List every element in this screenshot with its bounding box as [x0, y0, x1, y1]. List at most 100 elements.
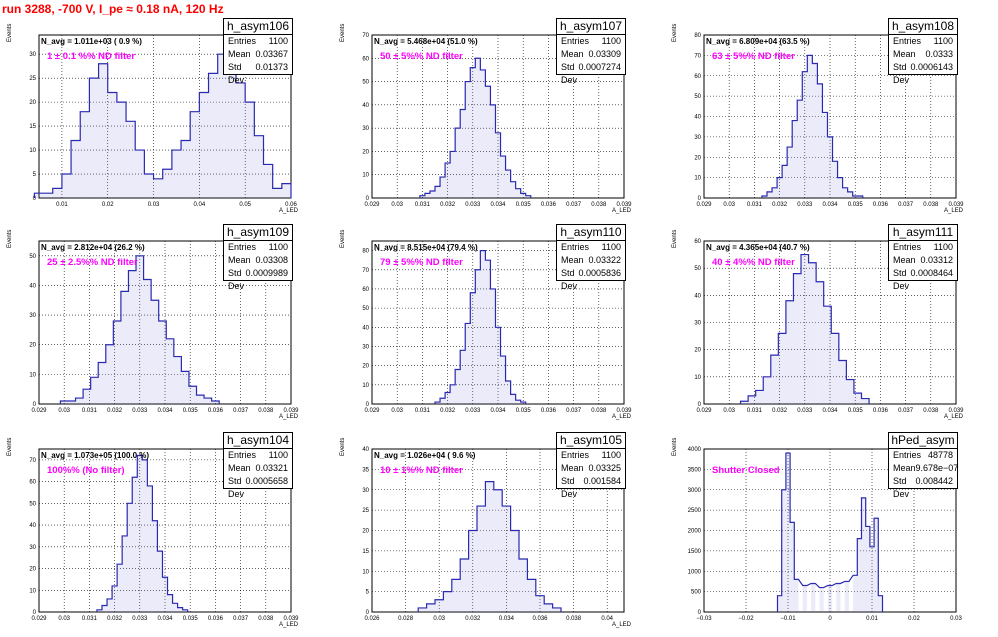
y-tick-label: 1500	[688, 549, 702, 555]
y-tick-label: 40	[29, 523, 36, 529]
y-tick-label: 30	[29, 52, 36, 58]
histogram-outline	[33, 53, 292, 198]
histogram-outline	[417, 481, 562, 612]
x-tick-label: 0.033	[132, 616, 148, 622]
histogram-bin	[107, 598, 113, 612]
histogram-bin	[874, 518, 879, 612]
stats-label: Entries	[561, 450, 590, 460]
y-tick-label: 30	[362, 344, 369, 350]
histogram-bin	[857, 538, 862, 612]
histogram-bin	[510, 530, 519, 612]
x-axis-label: A_LED	[612, 414, 632, 420]
x-tick-label: 0.03	[723, 202, 735, 208]
x-tick-label: 0.035	[848, 202, 864, 208]
histogram-outline	[776, 452, 884, 612]
y-tick-label: 60	[362, 56, 369, 62]
histogram-bin	[807, 55, 813, 198]
stats-row-stddev: Std Dev 0.01373	[224, 61, 292, 85]
stats-label: Std Dev	[561, 268, 578, 291]
y-tick-label: 80	[694, 33, 701, 39]
stats-box: h_asym111 Entries 1100 Mean 0.03312 Std Dev 0.…	[888, 224, 958, 291]
y-tick-label: 20	[29, 343, 36, 349]
histogram-bin	[748, 395, 756, 404]
stats-value: 1100	[268, 36, 288, 46]
histogram-bin	[515, 188, 521, 198]
histogram-bin	[128, 270, 137, 404]
y-tick-label: 70	[362, 268, 369, 274]
x-tick-label: 0.033	[797, 202, 813, 208]
x-tick-label: 0.01	[866, 616, 878, 622]
stats-value: 1100	[601, 450, 621, 460]
histogram-bin	[785, 300, 794, 404]
stats-label: Entries	[228, 36, 257, 46]
histogram-bin	[116, 102, 127, 198]
histogram-bin	[485, 86, 491, 198]
x-tick-label: 0.032	[107, 616, 123, 622]
y-tick-label: 20	[29, 567, 36, 573]
histogram-bin	[822, 112, 828, 198]
x-tick-label: 0.04	[194, 202, 206, 208]
y-tick-label: 40	[694, 115, 701, 121]
histogram-bin	[226, 63, 237, 198]
histogram-plot: 0.029 0.03 0.031 0.032 0.033 0.034 0.035 0.036 0…	[694, 33, 964, 208]
histogram-bin	[502, 506, 511, 612]
stats-label: Entries	[893, 36, 922, 46]
histogram-bin	[166, 338, 174, 404]
stats-label: Mean	[228, 255, 251, 265]
y-tick-label: 20	[362, 149, 369, 155]
x-tick-label: 0.034	[499, 616, 515, 622]
stats-label: Mean	[228, 463, 251, 473]
page-title: run 3288, -700 V, I_pe ≈ 0.18 nA, 120 Hz	[2, 2, 224, 16]
stats-label: Entries	[893, 242, 922, 252]
histogram-bin	[162, 169, 172, 198]
histogram-bin	[785, 453, 791, 612]
histogram-bin	[43, 193, 53, 198]
stats-label: Mean	[561, 49, 584, 59]
stats-box: h_asym104 Entries 1100 Mean 0.03321 Std Dev 0.…	[223, 432, 293, 499]
histogram-bin	[177, 607, 183, 612]
histogram-bin	[480, 250, 486, 404]
y-tick-label: 50	[694, 266, 701, 272]
x-tick-label: 0.038	[566, 616, 582, 622]
histogram-bin	[272, 188, 282, 198]
stats-box: h_asym107 Entries 1100 Mean 0.03309 Std Dev 0.…	[556, 18, 626, 85]
y-tick-label: 60	[694, 239, 701, 245]
histogram-bin	[819, 587, 824, 612]
stats-title: h_asym105	[557, 433, 625, 449]
stats-row-entries: Entries 1100	[557, 35, 625, 48]
x-tick-label: 0.033	[465, 408, 481, 414]
filter-annotation: 79 ± 5%% ND filter	[380, 257, 463, 268]
histogram-bin	[204, 398, 212, 404]
y-axis-label: Events	[672, 23, 678, 42]
stats-row-stddev: Std Dev 0.0005658	[224, 475, 292, 499]
histogram-bin	[34, 193, 44, 198]
histogram-bin	[837, 177, 843, 198]
histogram-bin	[435, 599, 444, 612]
stats-value: 48778	[927, 450, 953, 460]
stats-row-stddev: Std Dev 0.0005836	[557, 267, 625, 291]
histogram-bin	[120, 291, 129, 404]
x-tick-label: 0.03	[58, 616, 70, 622]
histogram-bin	[778, 333, 786, 404]
histogram-bin	[790, 522, 795, 612]
histogram-bin	[435, 402, 441, 404]
stats-title: h_asym111	[889, 225, 957, 241]
histogram-bin	[802, 71, 808, 198]
filter-annotation: 25 ± 2.5%% ND filter	[47, 257, 138, 268]
x-tick-label: 0.031	[82, 616, 98, 622]
y-tick-label: 40	[362, 447, 369, 453]
histogram-bin	[770, 355, 779, 404]
y-tick-label: 10	[694, 375, 701, 381]
histogram-bin	[424, 193, 430, 198]
histogram-bin	[89, 78, 99, 198]
x-axis-label: A_LED	[279, 208, 299, 214]
y-tick-label: 60	[694, 74, 701, 80]
y-tick-label: 1000	[688, 569, 702, 575]
histogram-outline	[739, 253, 870, 404]
stats-row-mean: Mean 0.03322	[557, 254, 625, 267]
histogram-bin	[83, 389, 91, 404]
histogram-bin	[767, 191, 773, 198]
histogram-bin	[181, 140, 191, 198]
stats-row-entries: Entries 48778	[889, 449, 957, 462]
x-tick-label: 0.033	[132, 408, 148, 414]
